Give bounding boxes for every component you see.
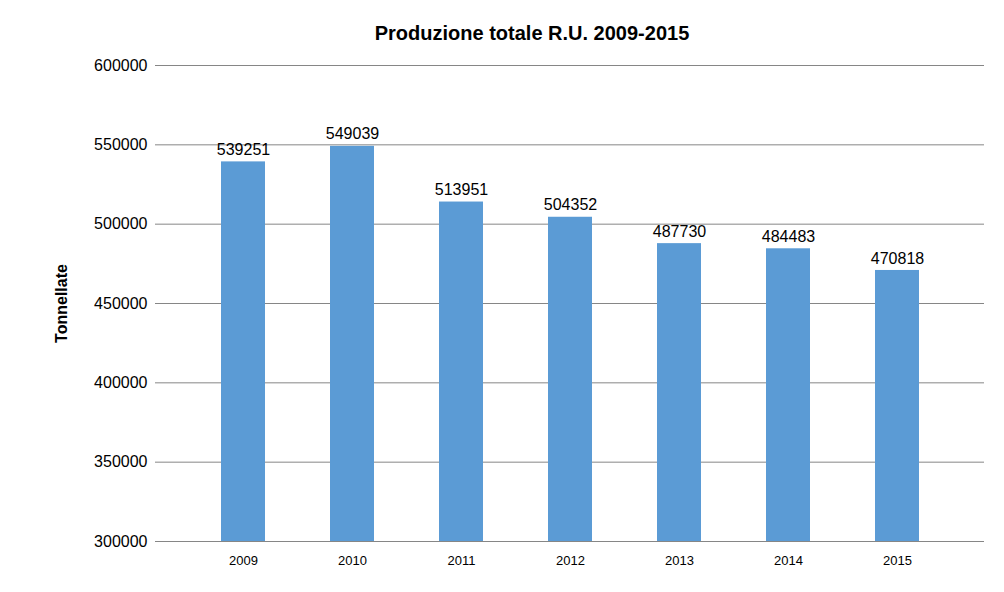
svg-text:350000: 350000	[94, 453, 147, 470]
svg-text:500000: 500000	[94, 215, 147, 232]
svg-text:539251: 539251	[217, 141, 270, 158]
svg-text:400000: 400000	[94, 374, 147, 391]
html-text:Produzione totale R.U. 2009-20: Produzione totale R.U. 2009-2015	[374, 22, 690, 44]
svg-text:2009: 2009	[229, 553, 258, 568]
svg-text:549039: 549039	[326, 125, 379, 142]
svg-text:484483: 484483	[762, 228, 815, 245]
svg-text:2014: 2014	[774, 553, 803, 568]
svg-text:504352: 504352	[544, 196, 597, 213]
svg-text:300000: 300000	[94, 533, 147, 550]
svg-text:600000: 600000	[94, 57, 147, 74]
svg-text:2013: 2013	[665, 553, 694, 568]
svg-text:2012: 2012	[556, 553, 585, 568]
svg-text:2011: 2011	[448, 553, 476, 568]
svg-text:2015: 2015	[883, 553, 912, 568]
svg-text:550000: 550000	[94, 136, 147, 153]
svg-text:470818: 470818	[871, 250, 924, 267]
svg-text:487730: 487730	[653, 223, 706, 240]
svg-text:Tonnellate: Tonnellate	[53, 264, 70, 343]
svg-text:450000: 450000	[94, 295, 147, 312]
svg-text:2010: 2010	[338, 553, 367, 568]
svg-text:513951: 513951	[435, 181, 488, 198]
